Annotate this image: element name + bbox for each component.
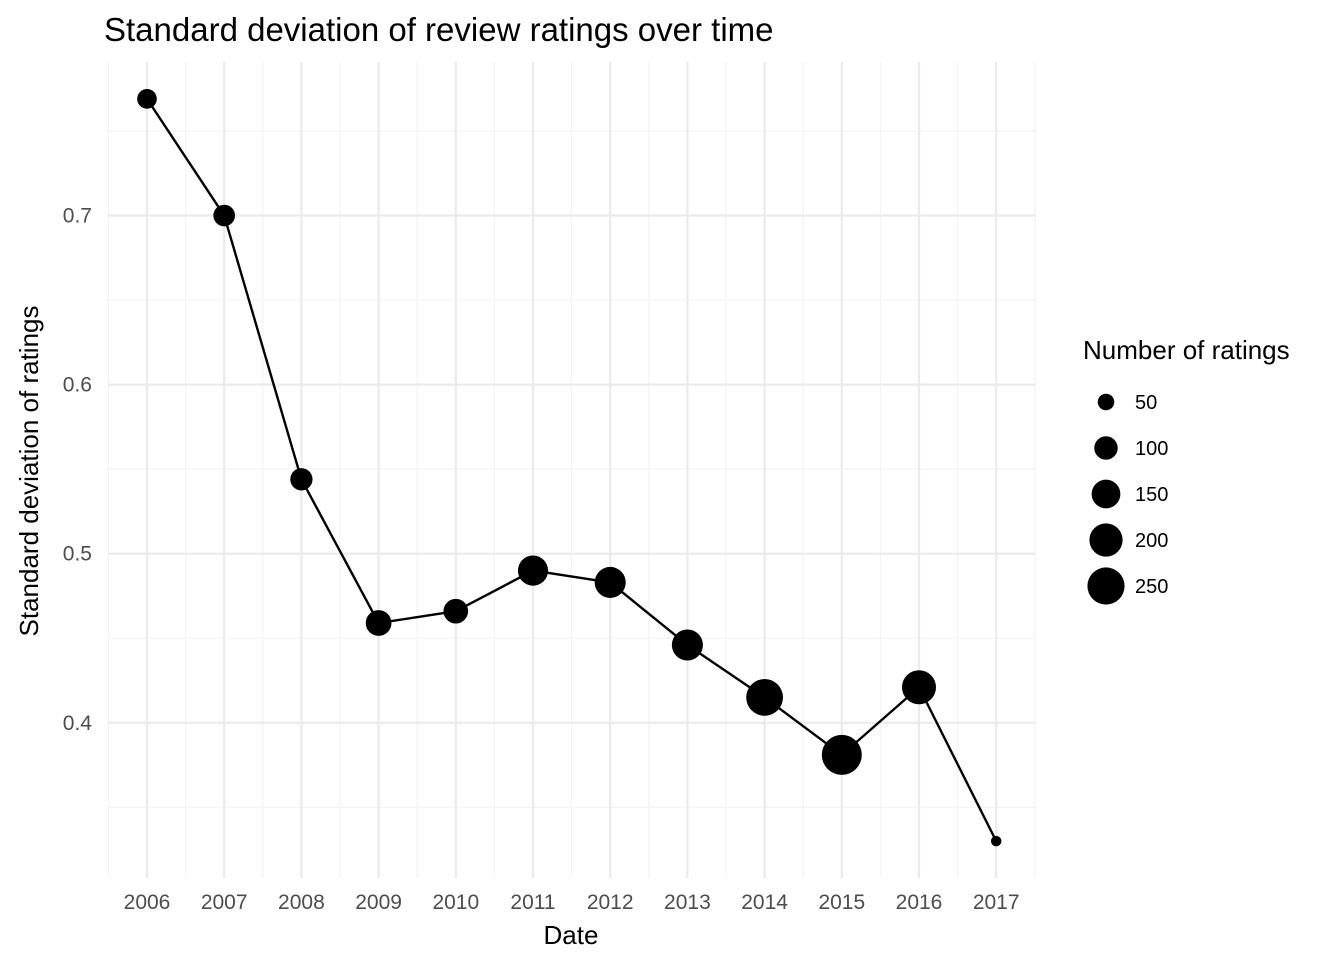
x-tick-label: 2017 bbox=[973, 891, 1020, 914]
x-axis-title: Date bbox=[544, 920, 599, 950]
data-point bbox=[137, 89, 157, 109]
legend-key bbox=[1094, 436, 1118, 460]
legend-label: 50 bbox=[1135, 392, 1157, 414]
legend-items: 50 100 150 200 250 bbox=[1087, 392, 1168, 605]
x-tick-label: 2015 bbox=[818, 891, 865, 914]
data-point bbox=[990, 835, 1002, 847]
x-tick-label: 2008 bbox=[278, 891, 325, 914]
legend-label: 200 bbox=[1135, 530, 1168, 552]
legend-key bbox=[1087, 567, 1125, 605]
y-axis-ticks: 0.4 0.5 0.6 0.7 bbox=[63, 205, 93, 735]
x-tick-label: 2006 bbox=[124, 891, 171, 914]
x-tick-label: 2011 bbox=[510, 891, 555, 914]
x-tick-label: 2012 bbox=[587, 891, 634, 914]
data-points bbox=[137, 89, 1002, 847]
y-tick-label: 0.7 bbox=[63, 205, 92, 228]
x-tick-label: 2007 bbox=[201, 891, 248, 914]
data-point bbox=[365, 610, 392, 636]
x-tick-label: 2014 bbox=[741, 891, 788, 914]
legend-key bbox=[1089, 523, 1123, 557]
y-axis-title: Standard deviation of ratings bbox=[14, 306, 44, 637]
data-point bbox=[594, 566, 626, 598]
x-tick-label: 2013 bbox=[664, 891, 711, 914]
x-tick-label: 2010 bbox=[432, 891, 479, 914]
data-point bbox=[821, 734, 862, 775]
data-point bbox=[746, 679, 783, 716]
y-tick-label: 0.6 bbox=[63, 374, 92, 397]
y-tick-label: 0.4 bbox=[63, 712, 93, 735]
data-point bbox=[671, 629, 703, 661]
chart-title: Standard deviation of review ratings ove… bbox=[104, 11, 774, 48]
legend-title: Number of ratings bbox=[1083, 335, 1290, 365]
x-tick-label: 2009 bbox=[355, 891, 402, 914]
x-axis-ticks: 2006 2007 2008 2009 2010 2011 2012 2013 2014 2015… bbox=[124, 891, 1020, 914]
y-tick-label: 0.5 bbox=[63, 543, 92, 566]
data-point bbox=[290, 468, 313, 491]
legend: Number of ratings 50 100 150 200 250 bbox=[1083, 335, 1290, 605]
legend-label: 250 bbox=[1135, 576, 1168, 598]
grid bbox=[107, 62, 1036, 878]
data-point bbox=[443, 598, 469, 624]
data-point bbox=[901, 670, 937, 705]
legend-key bbox=[1091, 479, 1121, 509]
data-point bbox=[213, 204, 236, 227]
legend-key bbox=[1097, 393, 1115, 411]
legend-label: 100 bbox=[1135, 438, 1168, 460]
data-point bbox=[517, 555, 549, 586]
legend-label: 150 bbox=[1135, 484, 1168, 506]
x-tick-label: 2016 bbox=[896, 891, 943, 914]
